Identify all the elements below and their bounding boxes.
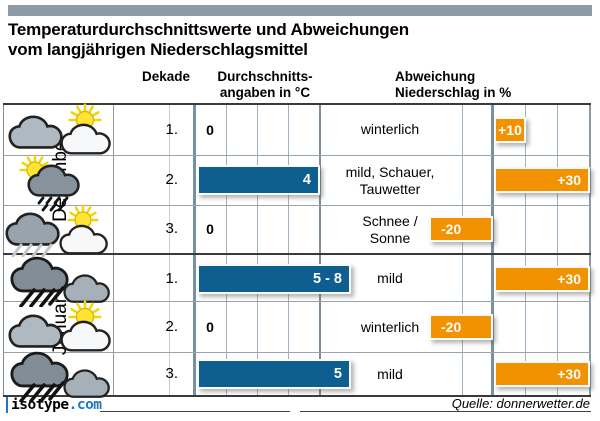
- row-divider: [3, 301, 591, 302]
- gridline: [557, 104, 558, 395]
- temperature-value: 0: [206, 221, 214, 237]
- gridline: [589, 104, 591, 395]
- column-header-dekade: Dekade: [141, 69, 191, 84]
- gridline: [3, 104, 4, 395]
- gridline: [288, 104, 289, 395]
- gridline: [525, 104, 526, 395]
- title-line1: Temperaturdurchschnittswerte und Abweich…: [8, 20, 409, 39]
- month-separator: [3, 253, 591, 255]
- weather-description: winterlich: [360, 121, 420, 138]
- header-accent-bar: [8, 5, 592, 16]
- temperature-value: 0: [206, 319, 214, 335]
- row-divider: [3, 205, 591, 206]
- gridline: [319, 104, 321, 395]
- title-line2: vom langjährigen Niederschlagsmittel: [8, 39, 308, 59]
- gridline: [226, 104, 227, 395]
- row-divider: [3, 155, 591, 156]
- source-credit: Quelle: donnerwetter.de: [451, 396, 590, 411]
- cloud-sun-icon: [8, 103, 111, 155]
- precipitation-bar: +10: [494, 117, 526, 143]
- dekade-number: 3.: [165, 365, 178, 382]
- footer-rule: [100, 411, 290, 412]
- precipitation-bar: -20: [429, 216, 493, 242]
- weather-description: mild: [377, 365, 403, 382]
- temperature-bar: 5 - 8: [197, 264, 351, 294]
- gridline: [462, 104, 463, 395]
- column-header-temperature: Durchschnitts- angaben in °C: [217, 69, 313, 100]
- sun-shower-icon: [19, 154, 80, 212]
- weather-description: Schnee / Sonne: [362, 213, 418, 246]
- temperature-value: 0: [206, 122, 214, 138]
- dekade-number: 3.: [165, 220, 178, 237]
- rain-and-sun-icon: [5, 204, 108, 257]
- column-header-precipitation: Abweichung Niederschlag in %: [395, 69, 512, 100]
- isotype-logo: isotype.com: [6, 397, 102, 413]
- dekade-number: 2.: [165, 318, 178, 335]
- precipitation-bar: +30: [494, 266, 590, 292]
- temperature-bar: 5: [197, 359, 351, 389]
- weather-description: mild: [377, 270, 403, 287]
- footer-rule: [300, 411, 591, 412]
- dekade-number: 1.: [165, 121, 178, 138]
- temperature-axis: [193, 104, 196, 395]
- page-title: Temperaturdurchschnittswerte und Abweich…: [8, 20, 409, 59]
- dekade-number: 1.: [165, 270, 178, 287]
- gridline: [113, 104, 114, 395]
- table-bottom-border: [3, 395, 591, 397]
- gridline: [257, 104, 258, 395]
- temperature-bar: 4: [197, 165, 320, 195]
- rain-cloud-icon: [10, 256, 110, 307]
- precipitation-bar: +30: [494, 361, 590, 387]
- precipitation-bar: -20: [429, 314, 493, 340]
- dekade-number: 2.: [165, 171, 178, 188]
- weather-description: mild, Schauer, Tauwetter: [345, 164, 435, 197]
- weather-description: winterlich: [360, 318, 420, 335]
- precipitation-bar: +30: [494, 167, 590, 193]
- rain-cloud-icon: [10, 351, 110, 402]
- table-top-border: [3, 103, 591, 105]
- gridline: [169, 104, 170, 395]
- precipitation-axis: [491, 104, 494, 395]
- row-divider: [3, 352, 591, 353]
